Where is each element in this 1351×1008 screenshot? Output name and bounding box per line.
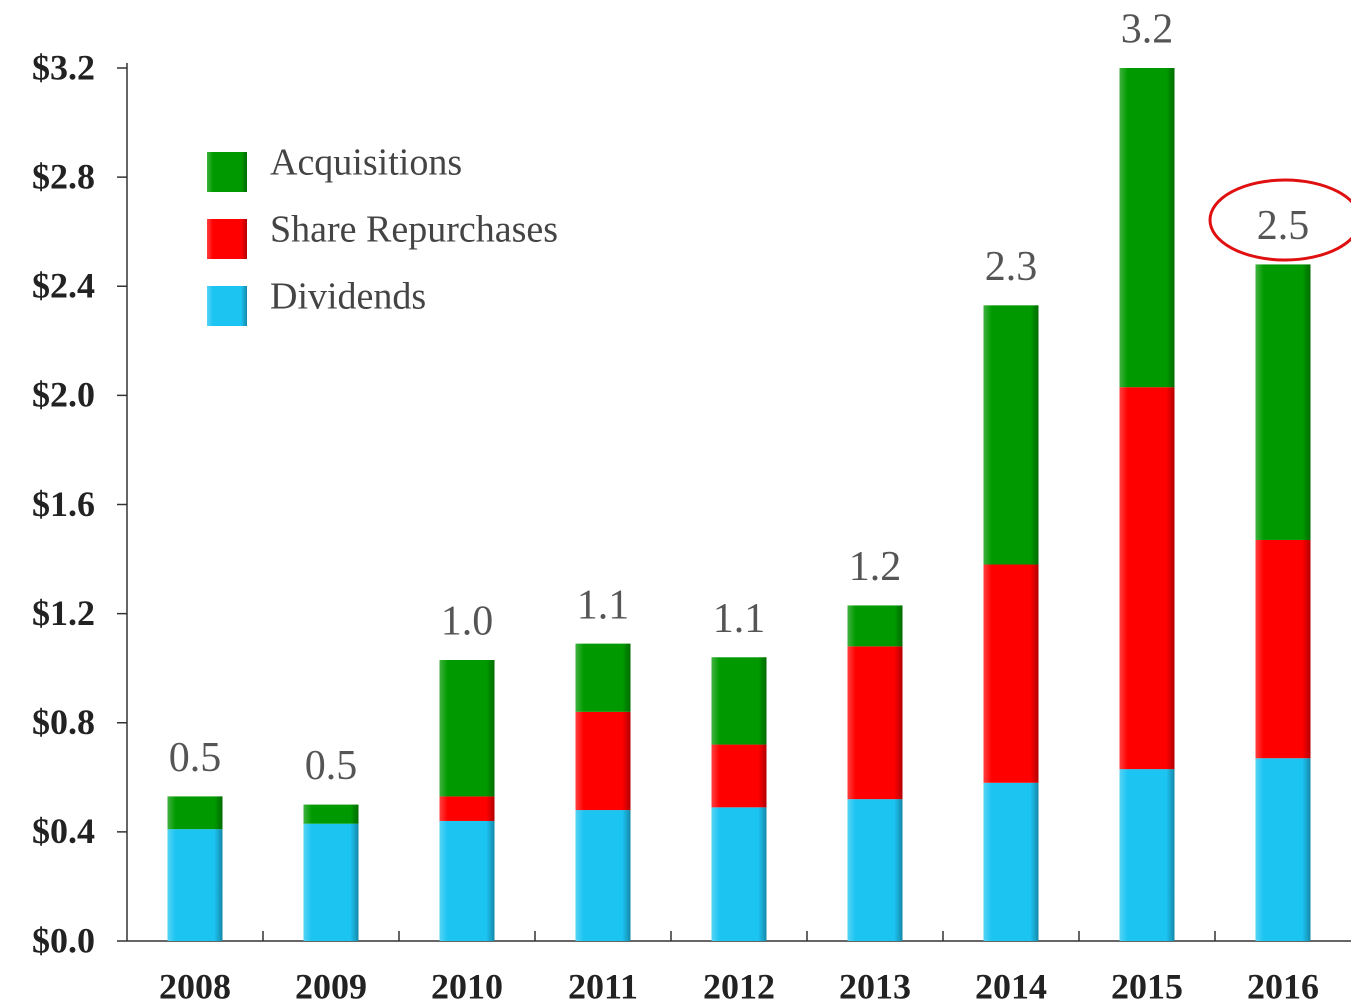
y-tick-label: $2.8: [32, 156, 95, 196]
y-tick-label: $2.0: [32, 375, 95, 415]
x-tick-label: 2011: [568, 966, 638, 1006]
x-tick-label: 2013: [839, 966, 911, 1006]
x-tick-label: 2012: [703, 966, 775, 1006]
legend-shade: [207, 219, 247, 259]
total-label: 1.1: [713, 596, 766, 642]
legend-label: Share Repurchases: [270, 209, 558, 251]
y-tick-label: $3.2: [32, 47, 95, 87]
legend-label: Acquisitions: [270, 142, 462, 184]
total-label: 2.3: [985, 244, 1038, 290]
total-label: 2.5: [1257, 203, 1310, 249]
y-tick-label: $1.6: [32, 484, 95, 524]
x-tick-label: 2015: [1111, 966, 1183, 1006]
bar-shade: [1255, 539, 1311, 759]
bar-shade: [575, 643, 631, 712]
bar-shade: [1119, 68, 1175, 388]
bar-shade: [439, 796, 495, 821]
bar-shade: [711, 657, 767, 745]
bar-shade: [711, 807, 767, 941]
bar-shade: [303, 804, 359, 824]
bar-shade: [167, 829, 223, 941]
bar-shade: [439, 820, 495, 941]
x-tick-label: 2014: [975, 966, 1047, 1006]
total-label: 0.5: [305, 743, 358, 789]
bar-shade: [711, 744, 767, 808]
bar-shade: [983, 782, 1039, 941]
y-tick-label: $1.2: [32, 593, 95, 633]
total-label: 1.1: [577, 582, 630, 628]
x-tick-label: 2009: [295, 966, 367, 1006]
y-tick-label: $2.4: [32, 266, 95, 306]
y-tick-label: $0.0: [32, 920, 95, 960]
y-tick-label: $0.8: [32, 702, 95, 742]
total-label: 0.5: [169, 735, 222, 781]
bar-shade: [983, 564, 1039, 783]
bar-shade: [167, 796, 223, 830]
y-tick-label: $0.4: [32, 811, 95, 851]
bar-shade: [847, 646, 903, 800]
x-tick-label: 2010: [431, 966, 503, 1006]
bar-shade: [847, 799, 903, 941]
bar-shade: [1119, 387, 1175, 770]
bar-shade: [575, 810, 631, 941]
x-tick-label: 2016: [1247, 966, 1319, 1006]
total-label: 1.2: [849, 544, 902, 590]
bar-shade: [1255, 264, 1311, 540]
bar-shade: [1119, 769, 1175, 941]
legend-shade: [207, 152, 247, 192]
bar-shade: [1255, 758, 1311, 941]
total-label: 1.0: [441, 599, 494, 645]
highlight-circle: [1208, 178, 1351, 262]
total-label: 3.2: [1121, 7, 1174, 53]
x-tick-label: 2008: [159, 966, 231, 1006]
legend-shade: [207, 286, 247, 326]
legend-label: Dividends: [270, 276, 426, 318]
bar-shade: [847, 605, 903, 647]
bar-shade: [303, 823, 359, 941]
bar-shade: [983, 305, 1039, 565]
bar-shade: [575, 711, 631, 811]
bar-shade: [439, 660, 495, 797]
